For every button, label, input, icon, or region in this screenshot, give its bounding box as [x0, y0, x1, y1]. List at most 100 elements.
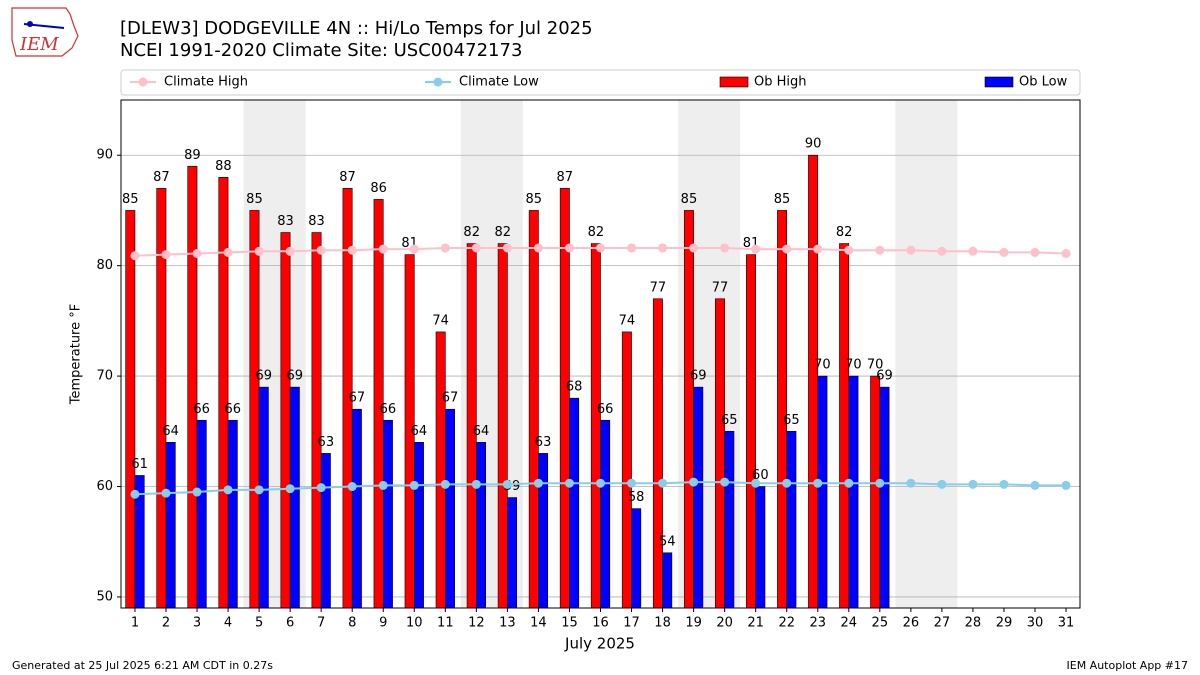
bar	[476, 442, 486, 609]
bar	[848, 375, 859, 609]
climate-marker	[720, 477, 730, 487]
climate-marker	[564, 478, 574, 488]
y-axis-label: Temperature °F	[69, 304, 84, 405]
climate-marker	[533, 478, 543, 488]
climate-marker	[564, 243, 574, 253]
bar	[218, 177, 229, 609]
weekend-shade	[895, 100, 958, 608]
data-label: 64	[162, 424, 179, 439]
climate-marker	[471, 243, 481, 253]
data-label: 64	[473, 424, 490, 439]
legend-swatch	[984, 76, 1014, 88]
y-tick-label: 50	[96, 589, 113, 604]
climate-marker	[502, 479, 512, 489]
climate-marker	[161, 250, 171, 260]
data-label: 69	[255, 369, 272, 384]
climate-marker	[409, 244, 419, 254]
climate-marker	[906, 478, 916, 488]
bar	[413, 442, 424, 609]
data-label: 85	[246, 192, 263, 207]
x-tick-label: 28	[965, 616, 982, 631]
bar	[879, 386, 890, 609]
data-label: 83	[277, 214, 294, 229]
data-label: 66	[224, 402, 241, 417]
data-label: 69	[690, 369, 707, 384]
bar	[280, 232, 291, 609]
climate-marker	[937, 246, 947, 256]
data-label: 85	[526, 192, 543, 207]
climate-marker	[627, 478, 637, 488]
data-label: 85	[681, 192, 698, 207]
data-label: 74	[432, 313, 449, 328]
climate-marker	[906, 245, 916, 255]
climate-marker	[968, 246, 978, 256]
bar	[683, 210, 694, 609]
data-label: 86	[370, 181, 387, 196]
bar	[724, 431, 735, 609]
data-label: 90	[805, 137, 822, 152]
climate-marker	[1030, 480, 1040, 490]
data-label: 67	[349, 391, 366, 406]
legend-marker	[138, 77, 148, 87]
bar	[227, 419, 238, 609]
x-tick-label: 29	[996, 616, 1013, 631]
bar	[507, 497, 518, 609]
data-label: 64	[411, 424, 428, 439]
climate-marker	[782, 244, 792, 254]
bar	[351, 408, 362, 609]
climate-marker	[937, 479, 947, 489]
x-tick-label: 6	[286, 616, 294, 631]
plot-frame	[120, 99, 1081, 609]
x-tick-label: 26	[903, 616, 920, 631]
climate-marker	[378, 480, 388, 490]
bar	[715, 298, 725, 609]
x-tick-label: 25	[872, 616, 889, 631]
bar	[746, 254, 756, 609]
bar	[196, 419, 207, 609]
x-tick-label: 11	[437, 616, 454, 631]
x-tick-label: 16	[592, 616, 609, 631]
climate-marker	[596, 478, 605, 488]
data-label: 82	[588, 225, 605, 240]
bar	[258, 386, 269, 609]
climate-marker	[316, 245, 326, 255]
x-tick-label: 23	[809, 616, 826, 631]
data-label: 85	[122, 192, 139, 207]
data-label: 66	[597, 402, 614, 417]
x-tick-label: 22	[778, 616, 795, 631]
x-tick-label: 4	[224, 616, 232, 631]
legend-label: Ob Low	[1019, 75, 1068, 90]
data-label: 63	[535, 435, 552, 450]
bar	[621, 331, 632, 609]
data-label: 61	[131, 457, 148, 472]
bar	[382, 419, 393, 609]
data-label: 82	[463, 225, 480, 240]
data-label: 77	[650, 280, 667, 295]
climate-marker	[720, 243, 730, 253]
x-tick-label: 7	[317, 616, 325, 631]
x-tick-label: 19	[685, 616, 702, 631]
x-tick-label: 1	[131, 616, 139, 631]
climate-marker	[130, 251, 140, 261]
data-label: 88	[215, 159, 232, 174]
y-tick-label: 60	[96, 479, 113, 494]
bar	[320, 453, 331, 609]
bar	[187, 165, 198, 609]
data-label: 82	[494, 225, 511, 240]
climate-marker	[316, 483, 326, 493]
bar	[125, 210, 136, 609]
bar	[693, 386, 704, 609]
climate-marker	[875, 478, 885, 488]
climate-marker	[347, 482, 357, 492]
legend-box	[120, 69, 1081, 96]
climate-marker	[471, 479, 481, 489]
footer-left: Generated at 25 Jul 2025 6:21 AM CDT in …	[12, 659, 273, 672]
y-tick-label: 70	[96, 369, 113, 384]
bar	[839, 243, 850, 609]
data-label: 89	[184, 148, 201, 163]
bar	[538, 453, 549, 609]
x-tick-label: 5	[255, 616, 263, 631]
climate-marker	[658, 243, 668, 253]
climate-marker	[999, 479, 1009, 489]
x-tick-label: 18	[654, 616, 671, 631]
